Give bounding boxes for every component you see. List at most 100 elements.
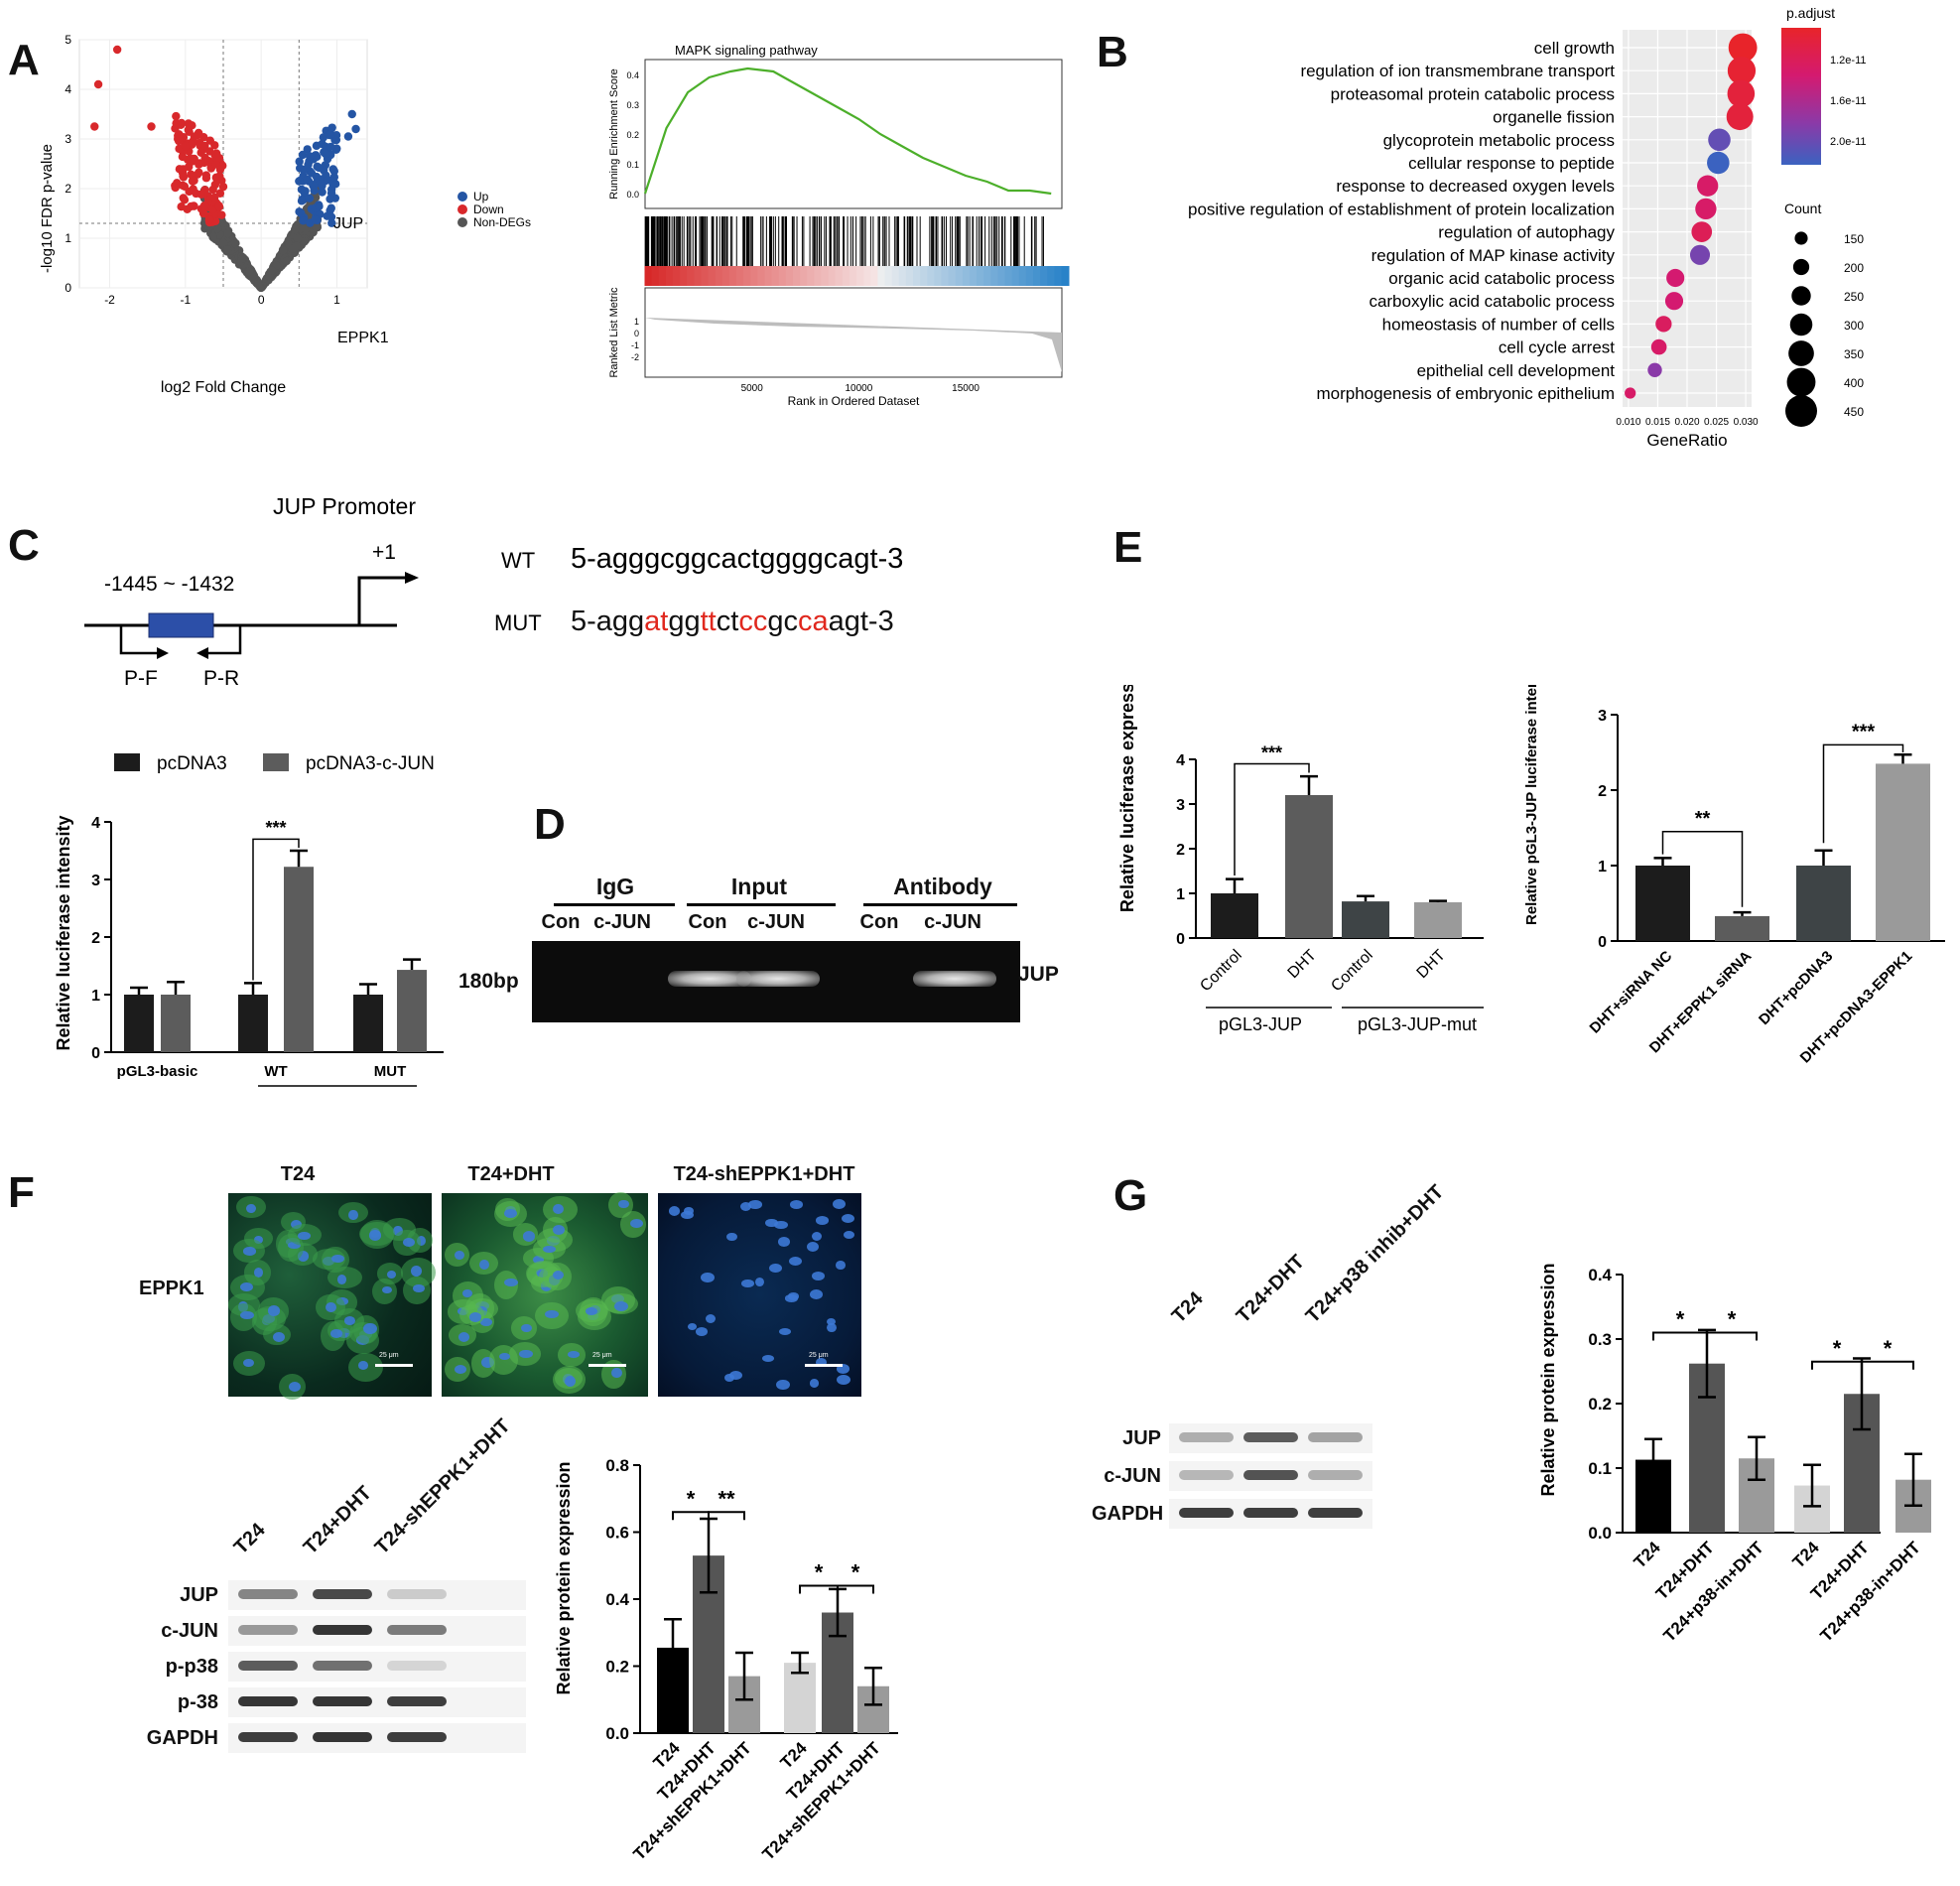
volcano-point-down [174,134,183,144]
bar-ytick: 2 [1176,842,1185,859]
count-legend-dot [1789,313,1813,337]
mut-base: agt-3 [829,606,894,637]
gsea-colorbar-segment [814,266,823,286]
region-label: -1445 ~ -1432 [104,573,234,596]
volcano-point-up [318,181,327,191]
cell-nucleus [532,1256,544,1265]
blot-band [1308,1508,1363,1518]
g-ylabel: Relative protein expression [1538,1263,1558,1496]
cell-nucleus [629,1218,643,1229]
volcano-point-up [325,130,334,140]
go-term-label: glycoprotein metabolic process [1383,131,1615,150]
gsea-title: MAPK signaling pathway [675,43,818,58]
gsea-colorbar-segment [807,266,816,286]
gsea-colorbar-segment [884,266,893,286]
volcano-point-up [295,157,304,166]
cell-nucleus [611,1367,622,1379]
blot-band [1243,1470,1298,1480]
cell-nucleus [468,1312,481,1322]
gsea-plot: MAPK signaling pathway 0.0 0.1 0.2 0.3 0.4 -… [608,43,1070,408]
gsea-colorbar-segment [1047,266,1056,286]
bar-ytick: 3 [1598,708,1607,725]
e-right-category-label: DHT+siRNA NC [1587,948,1676,1037]
cell-nucleus [747,1200,762,1209]
blot-band [387,1625,447,1635]
gsea-colorbar-segment [672,266,681,286]
blot-row-label: p-38 [177,1691,218,1713]
bar-ytick: 3 [91,873,100,889]
cell-nucleus [705,1313,717,1324]
e-left-group-label-2: pGL3-JUP-mut [1358,1014,1477,1034]
f-microscopy: T24 T24+DHT T24-shEPPK1+DHT EPPK1 25 μm 2… [139,1163,873,1402]
chip-lane-label: Con [859,911,899,933]
gsea-colorbar-segment [927,266,936,286]
cell-nucleus [381,1285,392,1294]
gsea-colorbar-segment [870,266,879,286]
volcano-xtick: 0 [258,293,265,307]
volcano-point-up [329,173,339,182]
cell-nucleus [668,1206,681,1217]
bar-ytick: 0.2 [605,1658,629,1677]
wt-label: WT [501,548,535,573]
c-category-label: WT [264,1063,287,1080]
gsea-xtick: 10000 [845,383,872,394]
panel-letter-g: G [1113,1171,1148,1220]
blot-band [238,1696,298,1706]
blot-band [238,1661,298,1671]
bar-ytick: 0.2 [1588,1395,1612,1414]
gsea-colorbar-segment [764,266,773,286]
legend-nondeg: Non-DEGs [473,215,531,229]
e-left-category-label: Control [1197,947,1244,995]
volcano-point-up [295,207,304,216]
gsea-colorbar-segment [849,266,857,286]
cell-nucleus [413,1283,425,1292]
go-term-label: regulation of ion transmembrane transpor… [1300,62,1615,80]
go-dot [1707,151,1730,175]
gsea-rank-colorbar [644,266,1070,286]
gsea-colorbar-segment [701,266,710,286]
pr-label: P-R [203,667,239,690]
blot-strip [228,1687,526,1717]
mut-base: 5-agg [571,606,644,637]
cell-nucleus [789,1256,803,1267]
bar [238,995,268,1052]
volcano-point-down [199,201,209,210]
bar [397,970,427,1052]
cell-nucleus [542,1245,556,1254]
bar-ytick: 0.4 [1588,1266,1612,1284]
cell-nucleus [687,1322,698,1330]
volcano-point-down [211,173,221,183]
volcano-point-up [315,163,324,173]
go-dot [1691,221,1713,242]
cell-nucleus [568,1351,581,1359]
legend-nondeg-dot [457,217,467,227]
e-left-ylabel: Relative luciferase expression [1117,685,1137,912]
c-sig-label: *** [265,818,286,838]
gsea-colorbar-segment [1033,266,1042,286]
gsea-ylabel-top: Running Enrichment Score [608,68,620,199]
blot-lane-label: T24+DHT [1232,1251,1309,1328]
cell-nucleus [254,1235,264,1245]
gsea-es-ytick: 0.2 [626,130,639,140]
go-dot [1650,338,1667,355]
cell-nucleus [240,1311,254,1320]
volcano-point-nondeg [278,246,288,255]
volcano-ytick: 4 [65,82,71,96]
gsea-colorbar-segment [721,266,730,286]
pf-arrow [119,625,159,655]
blot-band [1179,1470,1234,1480]
count-legend-label: 150 [1844,232,1864,246]
c-ylabel: Relative luciferase intensity [54,815,73,1050]
gsea-colorbar-segment [983,266,992,286]
gsea-colorbar-segment [990,266,999,286]
chip-size-label: 180bp [458,970,519,993]
legend-down-dot [457,204,467,214]
bar-ytick: 0.0 [1588,1524,1612,1543]
f-image-t24-sheppk1-dht [658,1193,861,1397]
sig-bracket [1811,1360,1863,1370]
legend-up: Up [473,190,489,203]
volcano-point-down [210,141,219,150]
c-bar-chart: pcDNA3 pcDNA3-c-JUN 0 1 2 3 4 *** pGL3-basic WT… [54,753,444,1087]
volcano-xtick: 1 [333,293,340,307]
bar-ytick: 2 [91,930,100,947]
